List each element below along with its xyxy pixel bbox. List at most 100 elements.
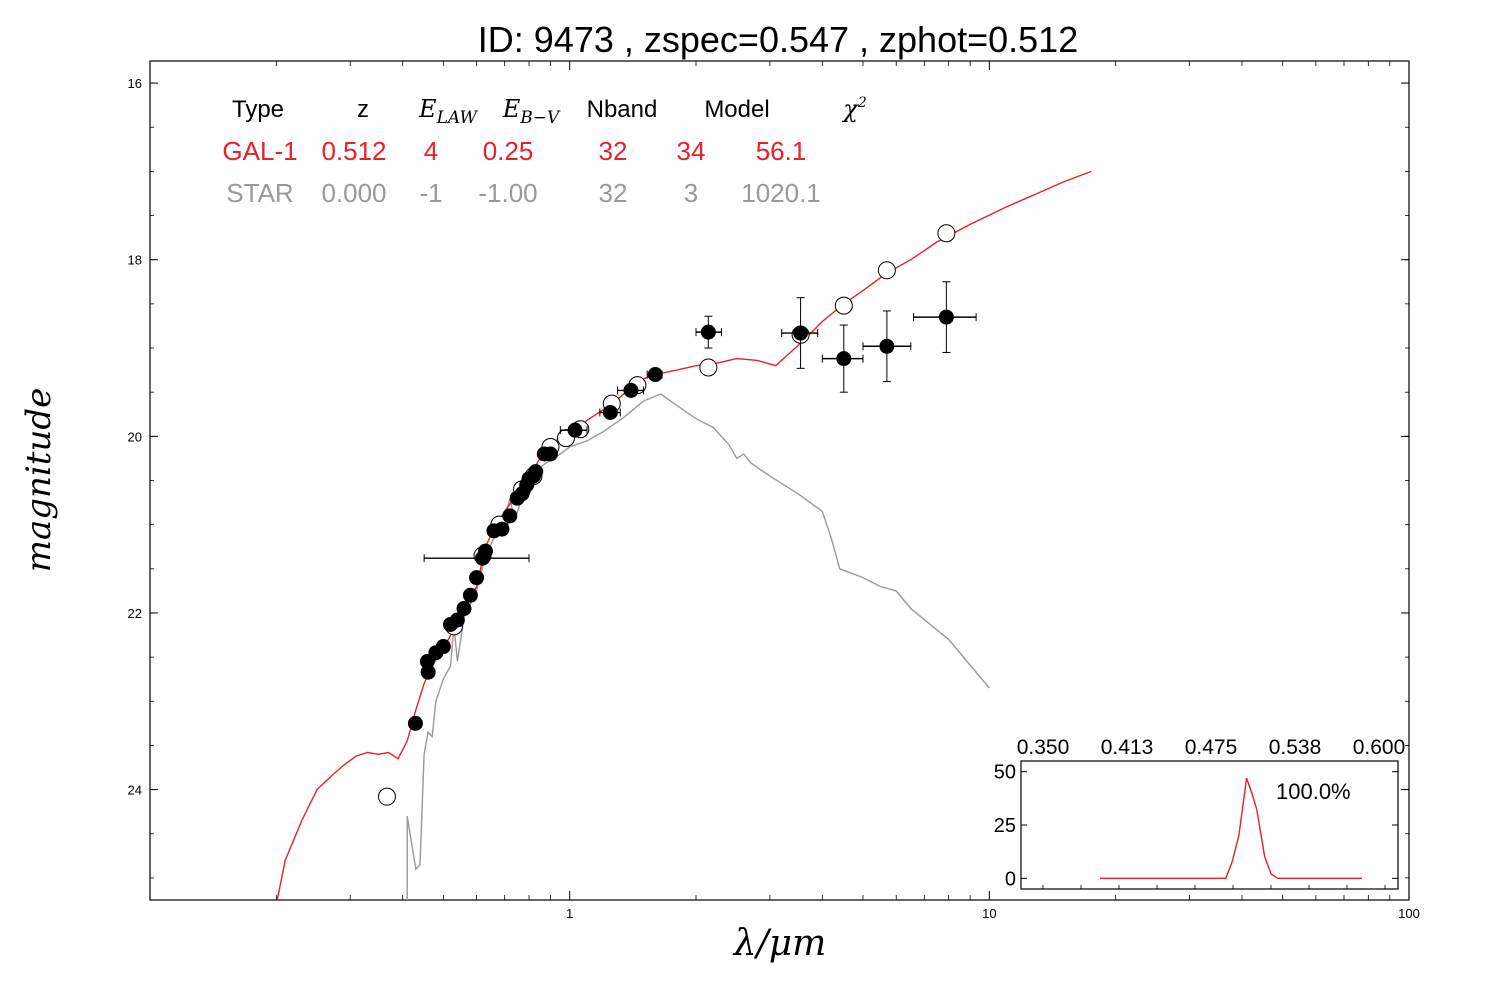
inset-axes: 0 25 500.350 0.413 0.475 0.538 0.600 (994, 736, 1406, 890)
inset-pdf-curve (1100, 777, 1362, 879)
legend-cell: -1.00 (478, 178, 537, 208)
clipped-series (276, 170, 1092, 900)
observed-marker (462, 587, 478, 603)
observed-point (420, 664, 436, 680)
observed-marker (623, 382, 639, 398)
observed-marker (879, 338, 895, 354)
observed-point (494, 521, 510, 537)
model-point (937, 224, 956, 243)
observed-marker (542, 446, 558, 462)
inset-pdf-line (1100, 777, 1362, 879)
legend-header: Type (232, 96, 284, 123)
legend-header-ebv: EB−V (502, 95, 561, 128)
observed-marker (449, 612, 465, 628)
x-tick-label: 10 (982, 906, 996, 921)
chart-title: ID: 9473 , zspec=0.547 , zphot=0.512 (478, 19, 1078, 60)
inset-x-tick-label: 0.538 (1269, 736, 1322, 759)
inset-y-tick-label: 0 (1005, 868, 1016, 890)
legend-cell: GAL-1 (222, 136, 297, 166)
x-axis: 1 10 100 (275, 61, 1420, 921)
y-tick-label: 16 (128, 76, 142, 91)
observed-point (646, 367, 663, 383)
series-layer (276, 170, 1092, 900)
observed-point (435, 639, 451, 655)
inset-x-tick-label: 0.600 (1353, 736, 1406, 759)
observed-point (462, 587, 478, 603)
observed-marker (456, 601, 472, 617)
observed-marker (793, 325, 809, 341)
inset-x-tick-label: 0.413 (1101, 736, 1154, 759)
legend-header-superscript: 2 (857, 95, 867, 111)
observed-marker (407, 715, 423, 731)
observed-marker (700, 324, 716, 340)
x-tick-label: 1 (566, 906, 573, 921)
observed-marker (602, 404, 618, 420)
series-line-gal-1 (276, 170, 1092, 900)
observed-point (821, 324, 864, 393)
legend-header-symbol: E (502, 95, 521, 123)
model-point (699, 358, 718, 377)
observed-marker (502, 508, 518, 524)
legend-cell: 56.1 (756, 136, 807, 166)
observed-point (407, 715, 423, 731)
model-point (377, 787, 396, 806)
legend-cell: 0.512 (321, 136, 386, 166)
observed-marker (528, 464, 544, 480)
observed-point (456, 601, 472, 617)
inset-annotation: 100.0% (1276, 779, 1351, 804)
observed-point (559, 422, 588, 438)
observed-marker (469, 570, 485, 586)
legend-cell: 32 (599, 136, 628, 166)
observed-marker (435, 639, 451, 655)
observed-marker (647, 367, 663, 383)
y-axis-label: magnitude (19, 388, 59, 573)
x-axis-label: λ/μm (732, 923, 826, 964)
y-tick-label: 24 (128, 783, 142, 798)
y-tick-label: 18 (128, 253, 142, 268)
inset-frame (1020, 760, 1399, 890)
legend-cell: -1 (419, 178, 442, 208)
observed-point (502, 508, 518, 524)
x-tick-label: 100 (1398, 906, 1420, 921)
observed-point (913, 281, 977, 353)
legend-header-subscript: LAW (436, 108, 479, 128)
legend-cell: 1020.1 (741, 178, 821, 208)
legend-cell: 32 (599, 178, 628, 208)
observed-point (695, 315, 722, 349)
observed-marker (567, 422, 583, 438)
legend-cell: 3 (684, 178, 698, 208)
model-point (834, 296, 853, 315)
observed-point (542, 446, 558, 462)
legend-header: z (357, 96, 369, 123)
legend-header-elaw: ELAW (418, 95, 478, 128)
observed-point (862, 310, 912, 383)
inset-x-tick-label: 0.350 (1017, 736, 1070, 759)
observed-point (616, 382, 645, 398)
observed-point (781, 297, 819, 369)
observed-point (599, 404, 621, 420)
legend-header: Model (704, 96, 769, 123)
inset-x-tick-label: 0.475 (1185, 736, 1238, 759)
legend-cell: 34 (677, 136, 706, 166)
inset-y-tick-label: 25 (994, 815, 1016, 837)
legend-cell: 0.000 (321, 178, 386, 208)
legend-header-symbol: χ (841, 95, 859, 123)
observed-point (477, 543, 493, 559)
observed-point (528, 464, 544, 480)
observed-point (469, 570, 485, 586)
observed-marker (938, 309, 954, 325)
legend-cell: 4 (424, 136, 438, 166)
legend-header-symbol: E (418, 95, 437, 123)
model-point (877, 261, 896, 280)
y-tick-label: 20 (128, 429, 142, 444)
observed-marker (420, 664, 436, 680)
legend-header: Nband (587, 96, 658, 123)
legend-header-chi2: χ2 (841, 95, 867, 123)
legend-cell: 0.25 (483, 136, 534, 166)
series-line-star (406, 393, 990, 900)
y-tick-label: 22 (128, 606, 142, 621)
